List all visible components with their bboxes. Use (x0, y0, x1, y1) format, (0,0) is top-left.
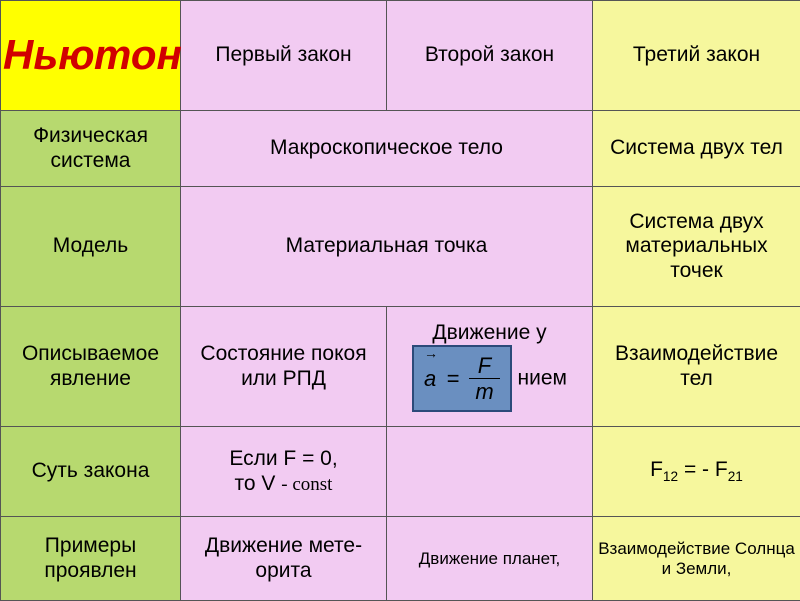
formula-a-eq-F-over-m: → a = F m (412, 345, 512, 413)
row-essence: Суть закона Если F = 0, то V - const F12… (1, 427, 800, 517)
model-law12: Материальная точка (181, 187, 593, 307)
ess-sub-21: 21 (728, 469, 743, 484)
label-essence: Суть закона (1, 427, 181, 517)
ess-eq-minus-F: = - F (678, 458, 728, 481)
phen-l2-pre: Движение у (432, 321, 546, 344)
ess-l1-line2b: - const (281, 474, 332, 495)
row-model: Модель Материальная точка Система двух м… (1, 187, 800, 307)
ess-l1-line2a: то V (235, 472, 282, 495)
header-law2: Второй закон (387, 1, 593, 111)
phenomenon-law3: Взаимодействие тел (593, 307, 800, 427)
label-examples: Примеры проявлен (1, 517, 181, 601)
model-law3: Система двух материальных точек (593, 187, 800, 307)
header-row: Ньютон Первый закон Второй закон Третий … (1, 1, 800, 111)
formula-m: m (469, 379, 499, 404)
row-phenomenon: Описываемое явление Состояние покоя или … (1, 307, 800, 427)
formula-fraction: F m (469, 353, 499, 405)
formula-a: a (424, 366, 436, 391)
examples-law1: Движение мете-орита (181, 517, 387, 601)
title-cell: Ньютон (1, 1, 181, 111)
label-system: Физическая система (1, 111, 181, 187)
formula-F: F (469, 353, 499, 379)
system-law3: Система двух тел (593, 111, 800, 187)
ess-l1-line1: Если F = 0, (229, 447, 337, 470)
vector-arrow: → (424, 345, 438, 361)
ess-F12-F: F (650, 458, 663, 481)
phenomenon-law1: Состояние покоя или РПД (181, 307, 387, 427)
newton-laws-table: Ньютон Первый закон Второй закон Третий … (0, 0, 800, 601)
label-phenomenon: Описываемое явление (1, 307, 181, 427)
essence-law2 (387, 427, 593, 517)
phenomenon-law2: Движение у → a = F m нием (387, 307, 593, 427)
label-model: Модель (1, 187, 181, 307)
examples-law2: Движение планет, (387, 517, 593, 601)
examples-law3: Взаимодействие Солнца и Земли, (593, 517, 800, 601)
essence-law1: Если F = 0, то V - const (181, 427, 387, 517)
header-law1: Первый закон (181, 1, 387, 111)
row-examples: Примеры проявлен Движение мете-орита Дви… (1, 517, 800, 601)
system-law12: Макроскопическое тело (181, 111, 593, 187)
header-law3: Третий закон (593, 1, 800, 111)
phen-l2-post: нием (518, 366, 567, 389)
formula-eq: = (442, 366, 463, 391)
essence-law3: F12 = - F21 (593, 427, 800, 517)
ess-sub-12: 12 (663, 469, 678, 484)
row-system: Физическая система Макроскопическое тело… (1, 111, 800, 187)
